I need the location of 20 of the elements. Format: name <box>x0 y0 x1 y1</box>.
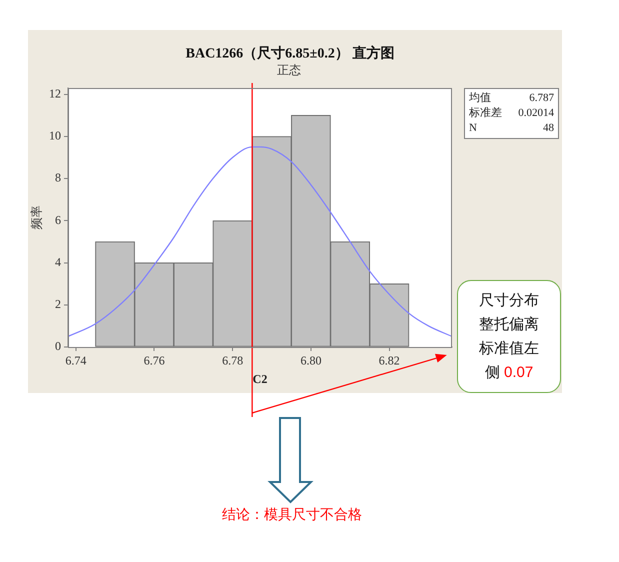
x-tick-label: 6.74 <box>65 353 86 368</box>
y-tick-label: 2 <box>55 297 61 312</box>
x-tick-label: 6.82 <box>378 353 400 368</box>
y-tick-label: 12 <box>49 86 61 100</box>
x-tick-label: 6.80 <box>300 353 322 368</box>
line-series <box>68 146 452 338</box>
text: 结论：模具尺寸不合格 <box>221 506 363 524</box>
y-tick-label: 6 <box>55 212 61 227</box>
chart-title: BAC1266（尺寸6.85±0.2） 直方图 <box>186 44 394 62</box>
y-tick-label: 4 <box>55 254 61 269</box>
y-tick-label: 8 <box>55 170 61 185</box>
info-box: 均值 6.787 标准差 0.02014 N 48 <box>464 88 559 139</box>
y-tick-label: 0 <box>55 339 61 354</box>
x-tick-label: 6.78 <box>222 353 244 368</box>
chart-subtitle: 正态 <box>277 63 301 78</box>
x-tick-label: 6.76 <box>144 353 165 368</box>
y-tick-label: 10 <box>49 128 61 143</box>
callout-box: 尺寸分布整托偏离标准值左侧 0.07 <box>457 280 561 393</box>
x-axis-title: C2 <box>252 372 268 386</box>
y-axis-title: 频率 <box>29 206 44 230</box>
